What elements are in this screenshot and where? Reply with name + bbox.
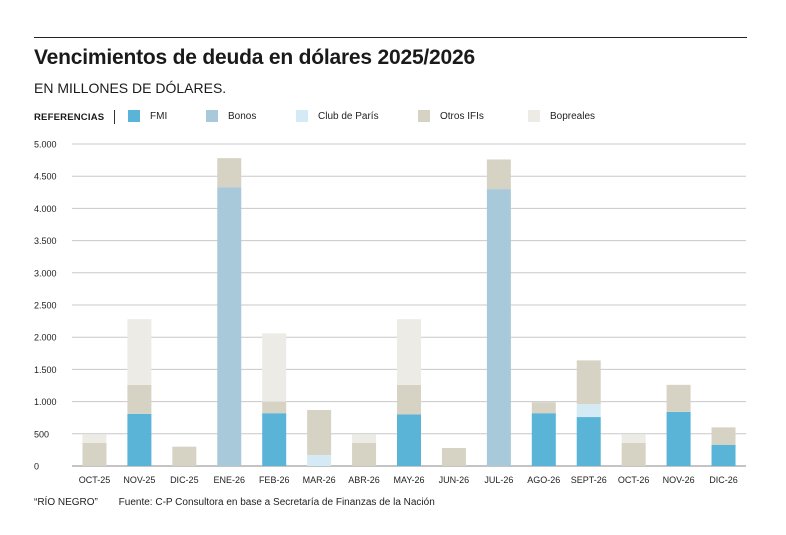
- legend-label: Club de París: [318, 110, 379, 122]
- legend-label: FMI: [150, 110, 168, 122]
- bar-otros-ifis: [666, 384, 691, 412]
- legend: REFERENCIAS: [34, 109, 125, 125]
- footer-source: Fuente: C-P Consultora en base a Secreta…: [118, 497, 435, 508]
- bar-otros-ifis: [576, 360, 601, 405]
- x-tick-label: OCT-26: [618, 475, 650, 485]
- bar-bopreales: [127, 319, 152, 385]
- bar-otros-ifis: [397, 384, 421, 415]
- y-tick-label: 3.500: [34, 236, 57, 246]
- bar-bopreales: [621, 434, 646, 443]
- bar-otros-ifis: [621, 442, 646, 466]
- y-tick-label: 1.500: [34, 365, 57, 375]
- bar-fmi: [127, 413, 152, 466]
- y-tick-label: 500: [34, 429, 49, 439]
- y-tick-label: 0: [34, 462, 39, 472]
- bar-otros-ifis: [711, 427, 736, 445]
- bar-bopreales: [352, 434, 377, 443]
- y-tick-label: 3.000: [34, 268, 57, 278]
- y-tick-label: 4.500: [34, 172, 57, 182]
- chart-subtitle: EN MILLONES DE DÓLARES.: [34, 80, 227, 96]
- legend-separator: [114, 110, 116, 124]
- bar-club-de-par-s: [576, 404, 601, 418]
- x-tick-label: OCT-25: [79, 475, 111, 485]
- legend-item-club-de-par-s: Club de París: [296, 110, 379, 122]
- bar-fmi: [576, 417, 601, 466]
- x-tick-label: ABR-26: [348, 475, 380, 485]
- bar-otros-ifis: [217, 158, 242, 188]
- legend-label: Bopreales: [550, 110, 596, 122]
- x-tick-label: ENE-26: [214, 475, 246, 485]
- x-tick-label: FEB-26: [259, 475, 290, 485]
- legend-swatch: [206, 110, 218, 122]
- bar-club-de-par-s: [307, 455, 332, 466]
- bar-bopreales: [262, 333, 287, 402]
- top-rule: [34, 37, 747, 38]
- bar-bonos: [217, 187, 242, 466]
- legend-item-bopreales: Bopreales: [528, 110, 595, 122]
- y-tick-label: 2.500: [34, 301, 57, 311]
- y-tick-label: 5.000: [34, 140, 57, 150]
- bar-otros-ifis: [486, 159, 511, 190]
- legend-swatch: [128, 110, 140, 122]
- legend-label: Otros IFIs: [440, 110, 484, 122]
- x-tick-label: MAY-26: [393, 475, 424, 485]
- bar-bopreales: [397, 319, 421, 385]
- bar-fmi: [397, 414, 421, 466]
- x-tick-label: NOV-25: [123, 475, 155, 485]
- chart-title: Vencimientos de deuda en dólares 2025/20…: [34, 46, 475, 69]
- x-tick-label: SEPT-26: [571, 475, 607, 485]
- x-tick-label: NOV-26: [663, 475, 695, 485]
- bar-otros-ifis: [352, 442, 377, 466]
- x-tick-label: MAR-26: [303, 475, 336, 485]
- x-tick-label: JUN-26: [439, 475, 470, 485]
- bar-otros-ifis: [127, 384, 152, 414]
- legend-label: REFERENCIAS: [34, 111, 105, 123]
- y-tick-label: 2.000: [34, 333, 57, 343]
- footer: “RÍO NEGRO” Fuente: C-P Consultora en ba…: [34, 497, 435, 508]
- bar-otros-ifis: [172, 446, 197, 466]
- y-tick-label: 1.000: [34, 397, 57, 407]
- legend-swatch: [296, 110, 308, 122]
- legend-label: Bonos: [228, 110, 257, 122]
- legend-item-fmi: FMI: [128, 110, 167, 122]
- y-tick-label: 4.000: [34, 204, 57, 214]
- x-tick-label: DIC-25: [170, 475, 199, 485]
- bar-fmi: [531, 413, 556, 466]
- bar-otros-ifis: [441, 447, 466, 466]
- footer-credit: “RÍO NEGRO”: [34, 497, 98, 508]
- bar-fmi: [711, 444, 736, 466]
- bar-otros-ifis: [82, 442, 107, 466]
- bar-fmi: [262, 413, 287, 466]
- bar-otros-ifis: [531, 402, 556, 414]
- legend-swatch: [528, 110, 540, 122]
- bar-fmi: [666, 411, 691, 466]
- bar-otros-ifis: [262, 401, 287, 414]
- bar-bonos: [486, 189, 511, 466]
- legend-item-bonos: Bonos: [206, 110, 256, 122]
- x-tick-label: DIC-26: [709, 475, 738, 485]
- legend-swatch: [418, 110, 430, 122]
- bar-otros-ifis: [307, 409, 332, 456]
- bar-bopreales: [82, 434, 107, 443]
- x-tick-label: AGO-26: [527, 475, 560, 485]
- x-tick-label: JUL-26: [484, 475, 513, 485]
- legend-item-otros-ifis: Otros IFIs: [418, 110, 484, 122]
